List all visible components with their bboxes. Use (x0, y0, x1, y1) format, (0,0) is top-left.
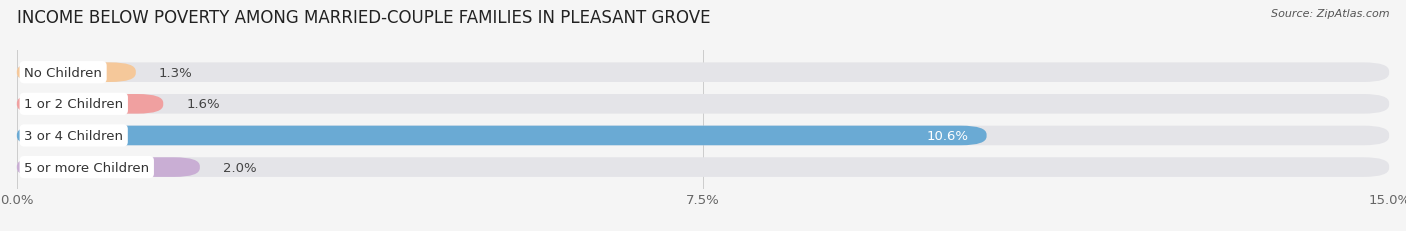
FancyBboxPatch shape (17, 158, 200, 177)
Text: 1.6%: 1.6% (186, 98, 219, 111)
Text: 10.6%: 10.6% (927, 129, 969, 142)
FancyBboxPatch shape (17, 126, 1389, 146)
Text: INCOME BELOW POVERTY AMONG MARRIED-COUPLE FAMILIES IN PLEASANT GROVE: INCOME BELOW POVERTY AMONG MARRIED-COUPL… (17, 9, 710, 27)
Text: 2.0%: 2.0% (222, 161, 256, 174)
Text: 1 or 2 Children: 1 or 2 Children (24, 98, 124, 111)
Text: 1.3%: 1.3% (159, 66, 193, 79)
Text: No Children: No Children (24, 66, 103, 79)
Text: Source: ZipAtlas.com: Source: ZipAtlas.com (1271, 9, 1389, 19)
FancyBboxPatch shape (17, 158, 1389, 177)
FancyBboxPatch shape (17, 126, 987, 146)
FancyBboxPatch shape (17, 95, 1389, 114)
FancyBboxPatch shape (17, 63, 136, 83)
Text: 5 or more Children: 5 or more Children (24, 161, 149, 174)
FancyBboxPatch shape (17, 63, 1389, 83)
Text: 3 or 4 Children: 3 or 4 Children (24, 129, 124, 142)
FancyBboxPatch shape (17, 95, 163, 114)
